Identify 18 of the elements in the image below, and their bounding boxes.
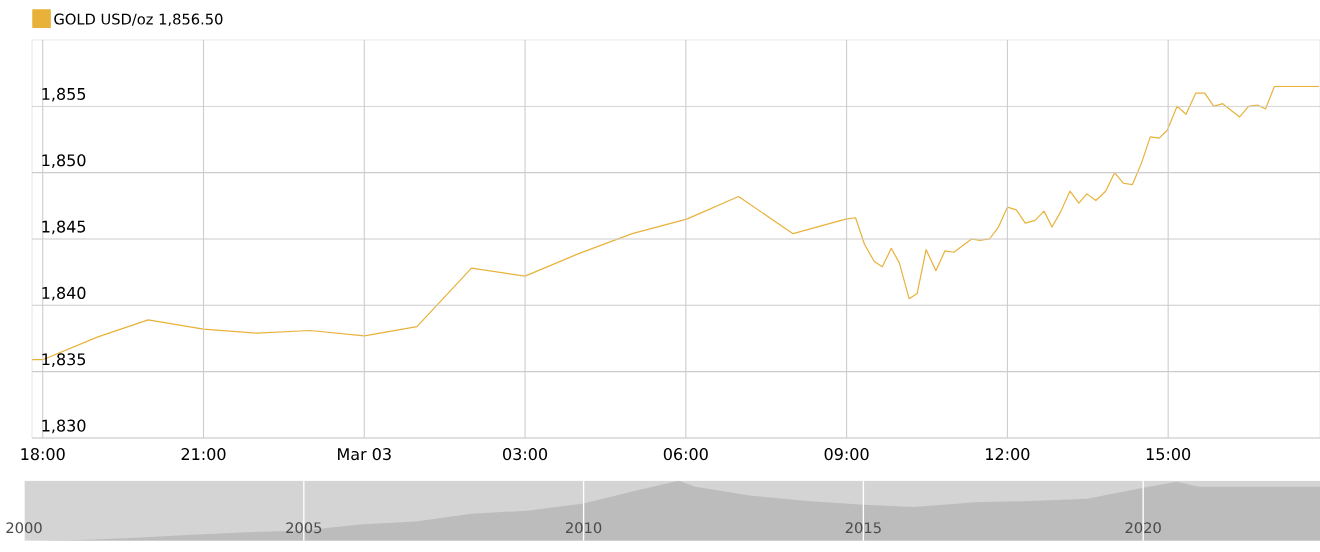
x-tick-label: 15:00 [1146,448,1191,461]
y-tick-label: 1,845 [42,220,86,235]
x-tick-label: 2000 [6,522,42,534]
y-tick-label: 1,840 [42,286,86,301]
x-tick-label: 06:00 [663,448,708,461]
x-tick-label: Mar 03 [338,448,391,461]
x-tick-label: 21:00 [181,448,226,461]
y-tick-label: 1,835 [42,353,86,367]
y-tick-label: 1,855 [42,87,86,102]
x-tick-label: 12:00 [986,448,1030,461]
x-tick-label: 03:00 [503,448,548,461]
y-tick-label: 1,850 [42,154,86,168]
y-tick-label: 1,830 [42,419,86,434]
x-tick-label: 18:00 [21,448,65,461]
legend-label: GOLD USD/oz 1,856.50 [54,13,223,27]
x-tick-label: 2005 [286,522,322,534]
x-tick-label: 09:00 [824,448,869,461]
x-tick-label: 2020 [1125,522,1161,534]
